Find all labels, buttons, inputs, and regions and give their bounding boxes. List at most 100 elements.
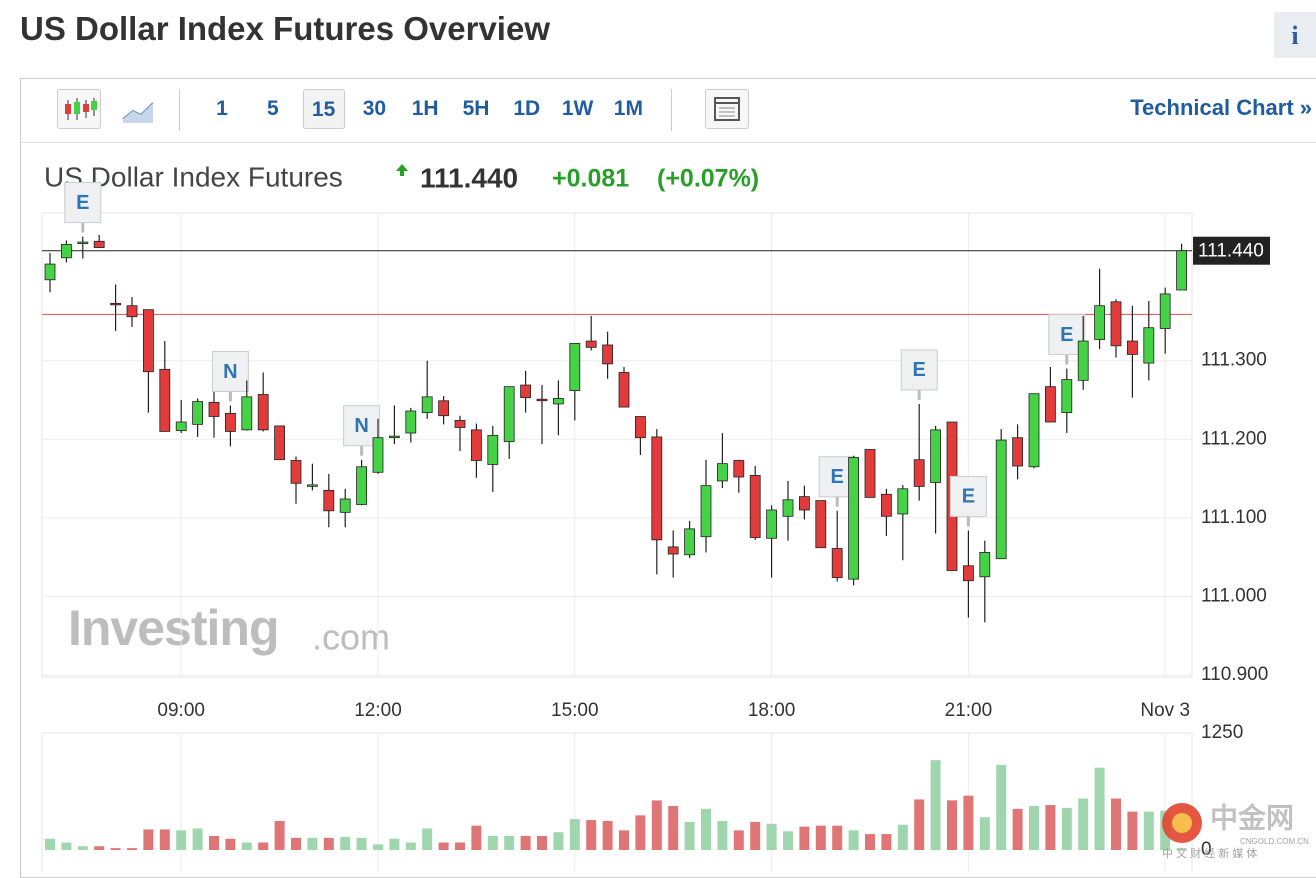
candle-body [635,416,646,439]
volume-bar [996,764,1007,850]
volume-bar [1127,811,1138,850]
candle-body [323,489,335,512]
candle-body [1110,301,1122,347]
volume-bar [668,806,679,850]
up-arrow [396,164,408,176]
volume-bar [979,817,990,850]
volume-bar [258,842,269,850]
volume-bar [865,834,875,850]
watermark: Investing .com [68,600,390,657]
interval-button[interactable]: 15 [302,89,345,129]
event-marker [211,351,249,392]
volume-bar [340,836,351,850]
candle-body [110,302,121,306]
y-tick-label: 111.100 [1201,507,1267,528]
interval-button[interactable]: 1 [216,97,228,120]
interval-button[interactable]: 5H [462,97,490,120]
volume-bar [1111,798,1121,850]
candle-body [963,565,974,582]
candle-body [913,459,925,487]
volume-bar [373,844,383,850]
volume-bar [77,846,88,850]
volume-bar [602,820,613,850]
candle-body [1028,393,1040,468]
event-label: N [223,361,237,383]
interval-button[interactable]: 1W [561,97,594,120]
interval-button[interactable]: 30 [362,97,387,120]
volume-bar [799,826,810,850]
interval-button[interactable]: 1D [513,97,541,120]
volume-bar [832,825,843,850]
candle-body [553,398,564,405]
volume-bar [750,821,761,850]
x-tick-label: 09:00 [157,700,205,721]
candle-body [897,488,909,515]
candle-body [1159,293,1171,329]
candle-body [1143,327,1155,364]
volume-bar [537,835,547,850]
candle-body [930,429,941,483]
info-button[interactable]: i [1274,12,1316,58]
candle-body [782,499,794,517]
interval-button[interactable]: 1H [411,97,439,120]
interval-button[interactable]: 1M [613,97,643,120]
volume-bar [274,820,285,850]
volume-bar [1078,798,1089,850]
candle-body [192,401,204,425]
technical-chart-link[interactable]: Technical Chart » [1130,95,1312,120]
volume-bar [914,799,925,850]
candle-body [864,449,876,498]
candle-body [766,509,777,539]
layout-button[interactable] [705,89,749,129]
event-marker [64,182,102,224]
event-label: E [913,359,926,381]
event-label: E [831,466,844,488]
candles-button[interactable] [57,89,101,129]
y-tick-label: 110.900 [1201,664,1268,685]
candle-body [1012,437,1023,467]
icon [65,98,97,120]
x-tick-label: 21:00 [945,700,993,721]
volume-bar [930,760,941,850]
candle-body [717,463,728,482]
volume-bar [684,821,695,850]
candle-body [487,434,499,465]
volume-bar [815,825,826,850]
logo-tagline: 中 文 财 经 新 媒 体 [1162,846,1257,860]
volume-bar [881,834,892,850]
volume-bar [307,837,318,850]
event-label: E [76,192,89,214]
y-tick-label: 111.300 [1201,350,1267,371]
volume-bar [1061,807,1072,850]
candle-body [306,484,318,487]
volume-bar [1012,808,1023,850]
volume-bar [1176,848,1187,850]
candle-body [77,241,89,244]
interval-button[interactable]: 5 [266,97,279,120]
volume-tick-label: 0 [1201,839,1212,860]
volume-bar [389,838,400,850]
volume-bar [1029,806,1039,850]
overlay-logo: 中金网 中 文 财 经 新 媒 体 CNGOLD.COM.CN [1162,801,1309,860]
volume-bar [455,842,465,850]
candle-body [208,401,220,417]
candle-body [61,244,72,259]
volume-bar [143,829,154,850]
volume-bar [209,835,219,850]
candle-body [257,394,269,431]
y-tick-label: 111.200 [1201,428,1267,449]
volume-bar [619,830,629,850]
x-tick-label: 12:00 [354,700,402,721]
volume-bar [45,838,55,850]
candle-body [356,466,368,505]
candle-body [1061,379,1073,413]
volume-bar [848,830,859,850]
line-button[interactable] [119,91,159,131]
candle-body [274,425,286,461]
x-tick-label: Nov 3 [1140,700,1190,721]
candle-body [290,460,302,484]
volume-bar [405,842,416,850]
volume-bar [1143,811,1154,850]
candle-body [1127,340,1138,355]
